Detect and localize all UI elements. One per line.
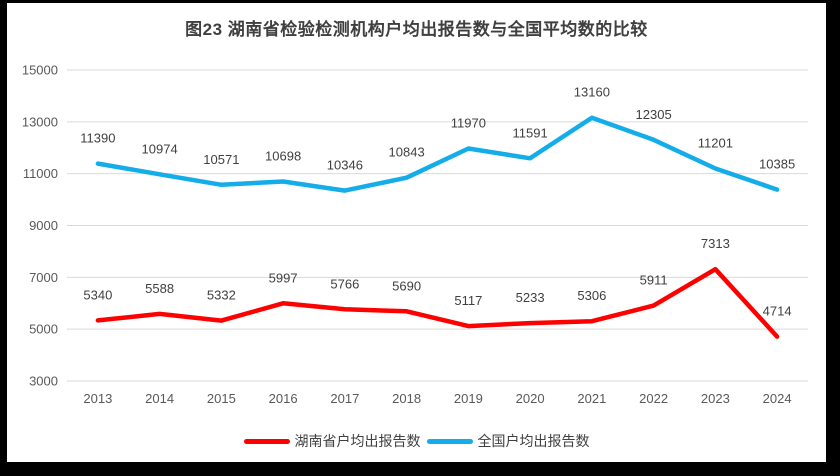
national-data-label-2019: 11970 — [451, 116, 486, 131]
x-axis-tick-2014: 2014 — [145, 391, 174, 406]
national-data-label-2023: 11201 — [698, 135, 733, 150]
national-data-label-2022: 12305 — [636, 107, 672, 122]
legend-item-national: 全国户均出报告数 — [426, 431, 590, 451]
national-data-label-2021: 13160 — [574, 85, 610, 100]
hunan-data-label-2021: 5306 — [577, 288, 606, 303]
national-data-label-2013: 11390 — [80, 131, 115, 146]
hunan-data-label-2016: 5997 — [269, 270, 298, 285]
x-axis-tick-2022: 2022 — [639, 391, 668, 406]
x-axis-tick-2017: 2017 — [330, 391, 359, 406]
national-data-label-2016: 10698 — [265, 148, 301, 163]
hunan-series-line — [95, 266, 780, 339]
line-chart-plot: 15000 13000 11000 9000 7000 5000 3000 2013 2014 2… — [22, 63, 808, 406]
national-data-label-2020: 11591 — [513, 125, 548, 140]
national-data-label-2014: 10974 — [142, 141, 178, 156]
national-data-label-2015: 10571 — [203, 152, 239, 167]
x-axis-tick-2015: 2015 — [207, 391, 236, 406]
national-data-label-2018: 10843 — [389, 145, 425, 160]
hunan-data-label-2018: 5690 — [392, 278, 421, 293]
hunan-data-label-2023: 7313 — [701, 236, 730, 251]
national-data-label-2024: 10385 — [759, 157, 795, 172]
y-axis-tick-13000: 13000 — [22, 114, 58, 129]
hunan-data-label-2015: 5332 — [207, 288, 236, 303]
x-axis-tick-2020: 2020 — [516, 391, 545, 406]
x-axis-tick-2016: 2016 — [269, 391, 298, 406]
hunan-data-label-2019: 5117 — [454, 293, 482, 308]
legend-item-hunan: 湖南省户均出报告数 — [243, 431, 421, 451]
hunan-data-label-2022: 5911 — [640, 273, 668, 288]
y-axis-tick-9000: 9000 — [29, 218, 58, 233]
hunan-data-label-2024: 4714 — [763, 304, 792, 319]
x-axis-tick-2018: 2018 — [392, 391, 421, 406]
hunan-data-label-2020: 5233 — [516, 290, 545, 305]
legend-label-national: 全国户均出报告数 — [477, 433, 590, 449]
national-series-line-swatch — [426, 438, 473, 444]
x-axis-tick-2021: 2021 — [577, 391, 606, 406]
y-axis-tick-11000: 11000 — [23, 166, 58, 181]
chart-title: 图23 湖南省检验检测机构户均出报告数与全国平均数的比较 — [185, 20, 648, 39]
national-data-label-2017: 10346 — [327, 158, 363, 173]
chart-legend: 湖南省户均出报告数 全国户均出报告数 — [7, 431, 826, 451]
hunan-series-line-swatch — [243, 438, 290, 444]
x-axis-tick-2019: 2019 — [454, 391, 483, 406]
x-axis-tick-2013: 2013 — [83, 391, 112, 406]
hunan-data-label-2017: 5766 — [330, 276, 359, 291]
x-axis-tick-2024: 2024 — [763, 391, 792, 406]
legend-label-hunan: 湖南省户均出报告数 — [294, 433, 421, 449]
y-axis-tick-7000: 7000 — [29, 270, 58, 285]
national-series-line — [95, 115, 780, 193]
y-axis-tick-5000: 5000 — [29, 322, 58, 337]
y-axis-tick-15000: 15000 — [22, 63, 58, 78]
chart-canvas: 图23 湖南省检验检测机构户均出报告数与全国平均数的比较 15000 13000 1… — [7, 3, 826, 462]
hunan-data-label-2014: 5588 — [145, 281, 174, 296]
hunan-data-label-2013: 5340 — [83, 287, 112, 302]
x-axis-tick-2023: 2023 — [701, 391, 730, 406]
y-axis-tick-3000: 3000 — [29, 374, 58, 389]
